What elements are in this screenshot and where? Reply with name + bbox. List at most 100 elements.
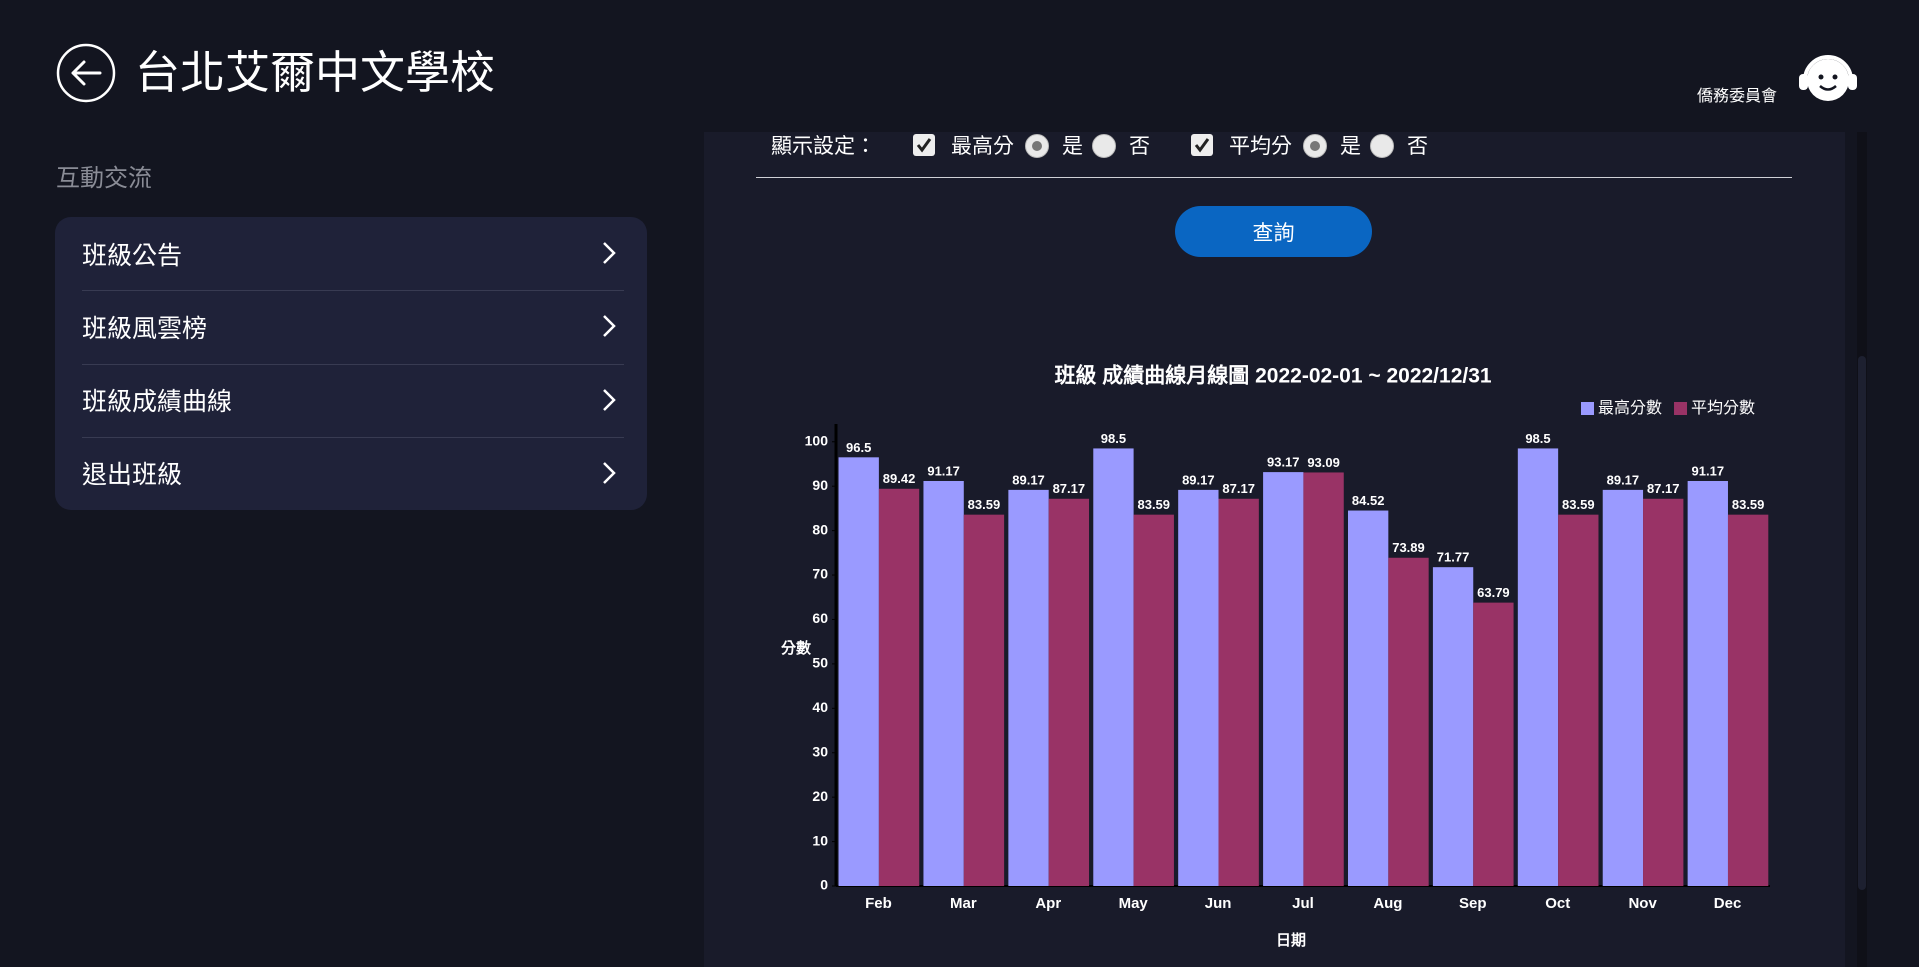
data-label: 63.79 (1477, 585, 1510, 600)
back-button[interactable] (56, 43, 116, 103)
separator (82, 363, 624, 365)
bar (1093, 448, 1134, 886)
chevron (603, 315, 616, 338)
bar (1643, 498, 1684, 886)
data-label: 73.89 (1392, 540, 1425, 555)
y-tick-label: 80 (812, 521, 828, 537)
x-tick-label: Oct (1545, 895, 1570, 912)
checkbox[interactable] (913, 134, 935, 156)
x-tick-label: Feb (865, 895, 892, 912)
radio-label: 是 (1340, 134, 1361, 158)
x-tick-label: Aug (1373, 895, 1402, 912)
data-label: 87.17 (1053, 481, 1086, 496)
data-label: 89.42 (883, 471, 916, 486)
menu-item-label: 班級公告 (82, 240, 183, 270)
y-tick-label: 20 (812, 788, 828, 804)
data-label: 96.5 (846, 440, 871, 455)
y-axis-label: 分數 (781, 639, 812, 657)
data-label: 83.59 (968, 497, 1001, 512)
chevron (603, 388, 616, 411)
separator (82, 436, 624, 438)
bar (1388, 557, 1429, 886)
legend-label: 最高分數 (1598, 399, 1662, 417)
legend-swatch (1674, 402, 1688, 415)
checkbox[interactable] (1191, 134, 1213, 156)
data-label: 83.59 (1137, 497, 1170, 512)
x-tick-label: Sep (1459, 895, 1487, 912)
bar (963, 514, 1005, 886)
menu-item-label: 退出班級 (82, 460, 183, 490)
x-tick-label: Apr (1035, 895, 1061, 912)
menu-item-label: 班級風雲榜 (82, 313, 208, 343)
settings-label: 顯示設定： (771, 134, 876, 158)
menu-item[interactable]: 退出班級 (82, 437, 624, 510)
page-title: 台北艾爾中文學校 (135, 46, 496, 99)
bar (1348, 510, 1389, 886)
y-tick-label: 40 (812, 699, 828, 715)
y-tick-label: 70 (812, 566, 828, 582)
bar (1303, 472, 1344, 886)
data-label: 71.77 (1437, 550, 1470, 565)
chart: 班級 成績曲線月線圖 2022-02-01 ~ 2022/12/31 分數 日期… (781, 364, 1770, 949)
legend-label: 平均分數 (1691, 399, 1755, 417)
data-label: 98.5 (1101, 431, 1126, 446)
menu-item[interactable]: 班級成績曲線 (82, 364, 624, 437)
bar (1133, 514, 1174, 886)
radio[interactable] (1092, 134, 1116, 158)
data-label: 98.5 (1525, 431, 1550, 446)
data-label: 91.17 (927, 463, 960, 478)
bar (878, 488, 920, 886)
bar (1008, 489, 1049, 886)
data-label: 93.09 (1307, 455, 1340, 470)
divider (756, 177, 1792, 178)
menu-item-label: 班級成績曲線 (82, 387, 233, 417)
bar (1517, 448, 1559, 886)
bar (1218, 498, 1259, 886)
radio[interactable] (1303, 134, 1327, 158)
menu-item[interactable]: 班級公告 (82, 217, 624, 290)
radio-label: 否 (1407, 134, 1428, 158)
y-tick-label: 90 (812, 477, 828, 493)
data-label: 87.17 (1647, 481, 1680, 496)
x-tick-label: Dec (1714, 895, 1742, 912)
separator (82, 290, 624, 292)
section-title: 互動交流 (56, 164, 152, 192)
check-mark (916, 138, 932, 153)
chart-title: 班級 成績曲線月線圖 2022-02-01 ~ 2022/12/31 (1054, 364, 1491, 388)
x-tick-label: Jul (1292, 895, 1314, 912)
query-button[interactable]: 查詢 (1175, 206, 1372, 257)
data-label: 89.17 (1012, 472, 1045, 487)
data-label: 83.59 (1732, 497, 1765, 512)
y-tick-label: 10 (812, 832, 828, 848)
data-label: 93.17 (1267, 455, 1300, 470)
x-axis-label: 日期 (1276, 931, 1306, 949)
bar (1727, 514, 1769, 886)
chevron (603, 242, 616, 264)
bar (838, 457, 879, 886)
bar (1602, 489, 1644, 886)
chevron (603, 462, 616, 484)
data-label: 91.17 (1692, 463, 1725, 478)
radio[interactable] (1370, 134, 1394, 158)
data-label: 84.52 (1352, 493, 1385, 508)
menu-item[interactable]: 班級風雲榜 (82, 290, 624, 363)
bar (1432, 567, 1474, 886)
y-tick-label: 60 (812, 610, 828, 626)
bar (923, 480, 964, 886)
x-tick-label: Nov (1628, 895, 1657, 912)
data-label: 89.17 (1607, 472, 1640, 487)
y-tick-label: 0 (820, 877, 828, 893)
x-tick-label: Mar (950, 895, 977, 912)
legend-swatch (1581, 402, 1594, 415)
bar (1263, 472, 1304, 886)
x-tick-label: May (1119, 895, 1149, 912)
scroll-thumb[interactable] (1858, 356, 1866, 890)
radio-label: 否 (1129, 134, 1150, 158)
bar (1048, 498, 1090, 886)
y-tick-label: 30 (812, 743, 828, 759)
radio-label: 是 (1062, 134, 1083, 158)
radio[interactable] (1025, 134, 1049, 158)
bar (1687, 480, 1728, 886)
data-label: 89.17 (1182, 472, 1215, 487)
